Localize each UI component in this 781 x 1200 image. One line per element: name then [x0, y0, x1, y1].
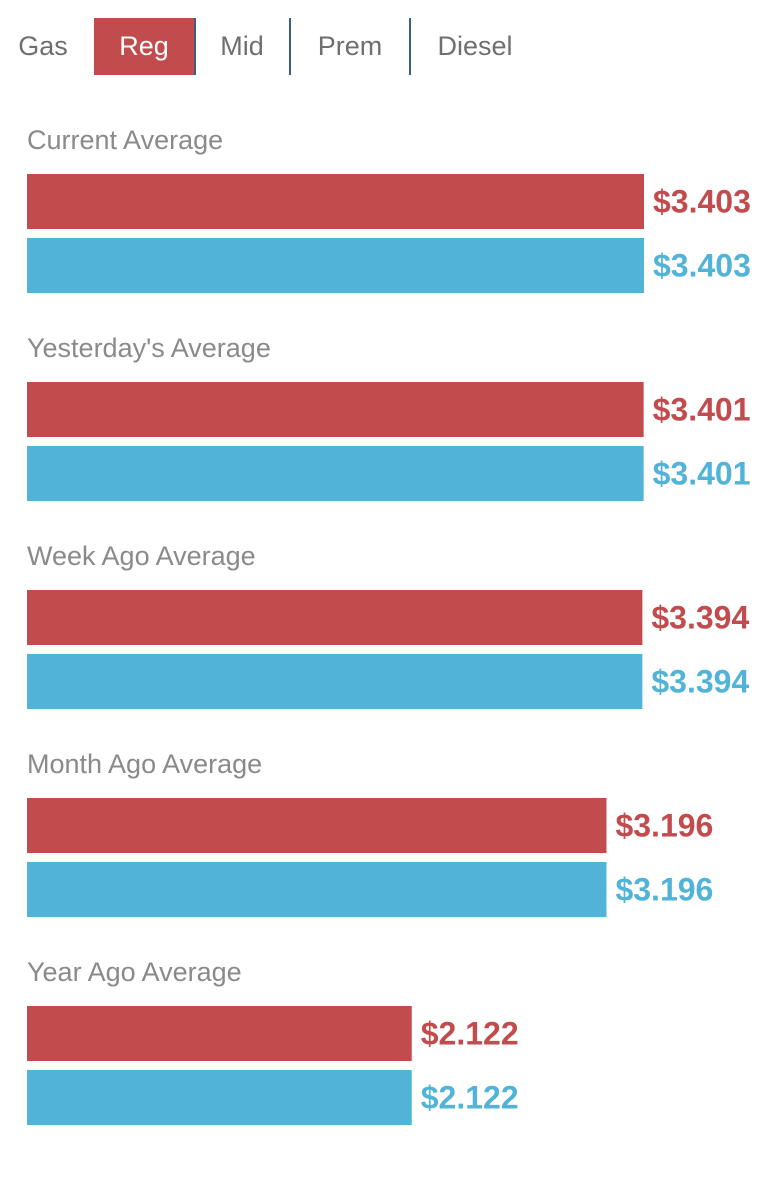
group-title: Yesterday's Average	[27, 333, 271, 363]
bar-value-label: $3.196	[615, 872, 713, 908]
bar	[27, 590, 643, 645]
bar-value-label: $3.403	[653, 248, 751, 284]
tab-divider	[289, 18, 291, 75]
bar	[27, 862, 607, 917]
bar	[27, 174, 644, 229]
bar-value-label: $3.401	[653, 392, 751, 428]
gas-label: Gas	[18, 31, 68, 61]
bar-value-label: $3.394	[651, 600, 749, 636]
tab-reg[interactable]: Reg	[94, 18, 194, 75]
tab-diesel[interactable]: Diesel	[437, 31, 513, 61]
bar-value-label: $2.122	[421, 1016, 519, 1052]
group-title: Month Ago Average	[27, 749, 262, 779]
group-title: Year Ago Average	[27, 957, 242, 987]
fuel-type-tabs: Gas Reg Mid Prem Diesel	[0, 18, 781, 75]
bar	[27, 238, 644, 293]
tab-divider	[194, 18, 196, 75]
tab-divider	[409, 18, 411, 75]
bar	[27, 654, 643, 709]
bar-value-label: $3.403	[653, 184, 751, 220]
bar-value-label: $3.196	[615, 808, 713, 844]
bar	[27, 382, 644, 437]
bar	[27, 1006, 412, 1061]
group-title: Current Average	[27, 125, 223, 155]
bar-value-label: $3.394	[651, 664, 749, 700]
bar	[27, 1070, 412, 1125]
bar	[27, 446, 644, 501]
bar-value-label: $3.401	[653, 456, 751, 492]
group-title: Week Ago Average	[27, 541, 256, 571]
bar	[27, 798, 607, 853]
bar-value-label: $2.122	[421, 1080, 519, 1116]
tab-mid[interactable]: Mid	[220, 31, 264, 61]
tab-prem[interactable]: Prem	[317, 31, 383, 61]
